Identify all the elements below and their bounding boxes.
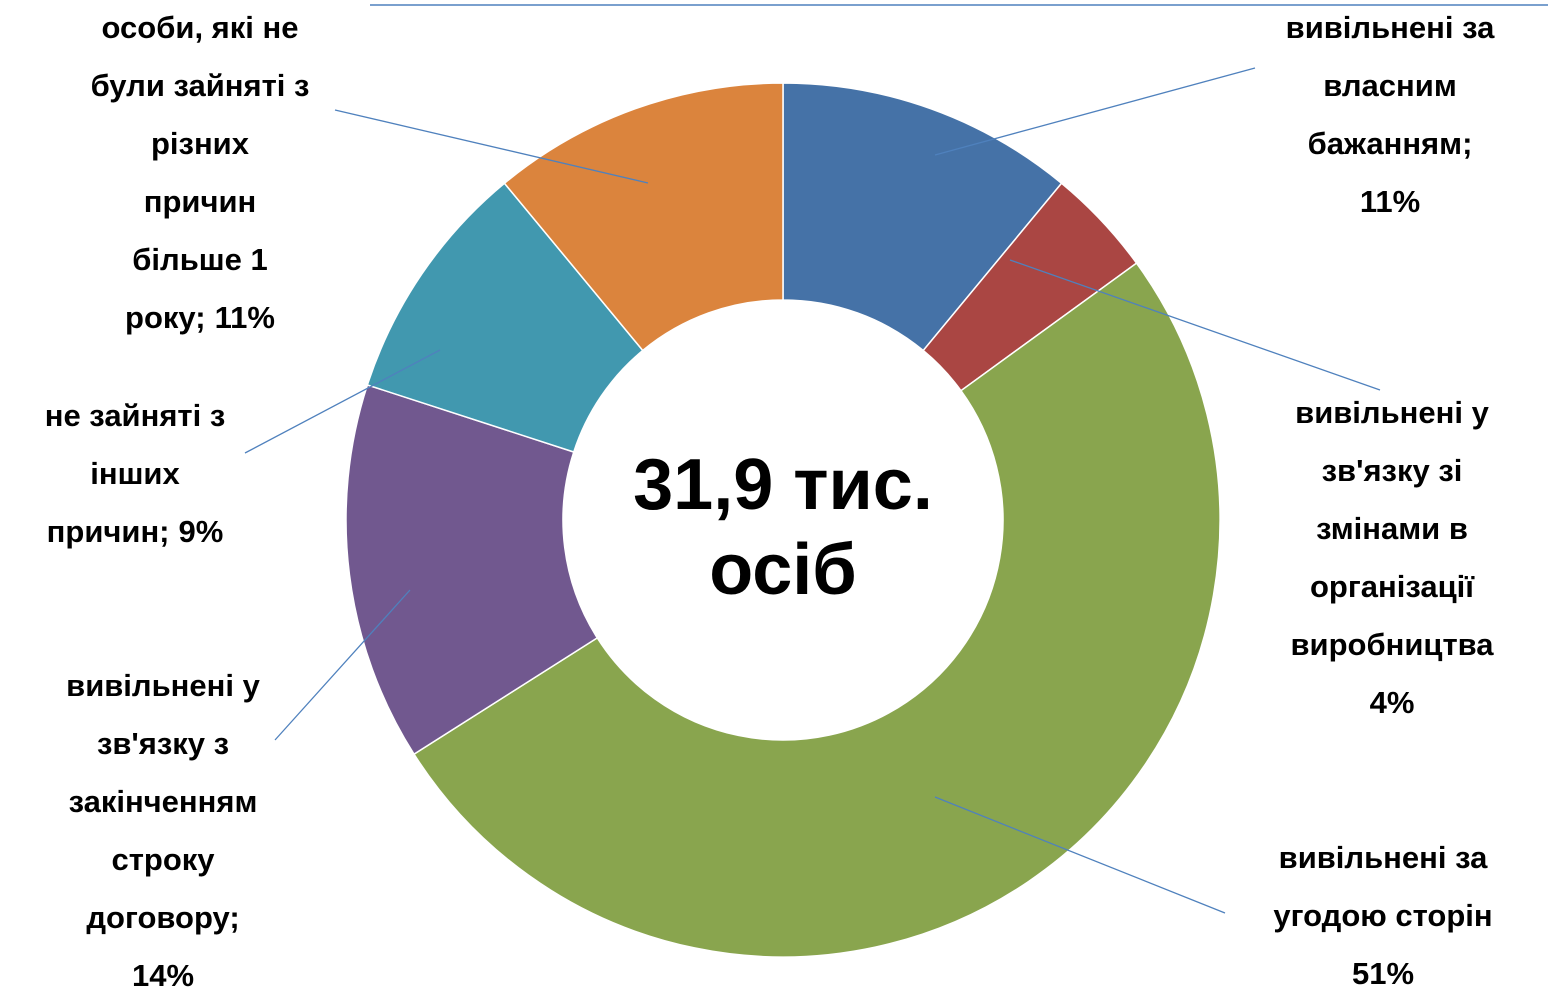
value-label: 4%: [1370, 685, 1415, 720]
label-line: різних: [151, 126, 250, 161]
labels: вивільнені за власним бажанням; 11%вивільне…: [45, 10, 1495, 991]
label-line: вивільнені за: [1286, 10, 1495, 45]
label-line: особи, які не: [102, 10, 299, 45]
label-line: власним: [1323, 68, 1457, 103]
leader-line: [244, 349, 441, 454]
data-label: вивільнені у зв'язку зі змінами в організац…: [1290, 395, 1494, 720]
label-line: зв'язку зі: [1322, 453, 1463, 488]
donut-slice: [503, 82, 784, 352]
label-line: угодою сторін: [1273, 898, 1492, 933]
value-label: 14%: [132, 958, 194, 991]
leader-line: [1009, 259, 1381, 391]
value-label: 51%: [1352, 956, 1414, 991]
label-line: причин: [144, 184, 257, 219]
slices: [345, 82, 1221, 958]
label-line: року;: [125, 300, 206, 335]
label-line: причин;: [47, 514, 170, 549]
data-label: не зайняті з інших причин; 9%: [45, 398, 226, 549]
label-line: строку: [111, 842, 215, 877]
data-label: вивільнені у зв'язку з закінченням строку до…: [66, 668, 260, 991]
center-label: осіб: [709, 530, 857, 610]
label-line: були зайняті з: [91, 68, 310, 103]
label-line: змінами в: [1316, 511, 1468, 546]
label-line: не зайняті з: [45, 398, 226, 433]
donut-slice: [412, 262, 1221, 958]
donut-slice: [345, 384, 599, 756]
leader-line: [934, 796, 1226, 914]
value-label: 9%: [179, 514, 224, 549]
donut-slice: [782, 82, 1063, 352]
value-label: 11%: [215, 300, 275, 335]
label-line: організації: [1310, 569, 1475, 604]
label-line: закінченням: [69, 784, 258, 819]
data-label: вивільнені за угодою сторін 51%: [1273, 840, 1492, 991]
label-line: договору;: [86, 900, 239, 935]
label-line: зв'язку з: [97, 726, 229, 761]
label-line: бажанням;: [1308, 126, 1473, 161]
leader-line: [274, 589, 411, 741]
leader-line: [934, 67, 1256, 156]
value-label: 11%: [1360, 184, 1420, 219]
label-line: виробництва: [1290, 627, 1494, 662]
label-line: більше 1: [132, 242, 267, 277]
label-line: вивільнені за: [1279, 840, 1488, 875]
data-label: вивільнені за власним бажанням; 11%: [1286, 10, 1495, 219]
leader-line: [334, 109, 649, 184]
label-line: інших: [90, 456, 180, 491]
label-line: вивільнені у: [66, 668, 260, 703]
data-label: особи, які не були зайняті з різних причин б…: [91, 10, 310, 335]
center-label: 31,9 тис.: [633, 445, 933, 525]
label-line: вивільнені у: [1295, 395, 1489, 430]
